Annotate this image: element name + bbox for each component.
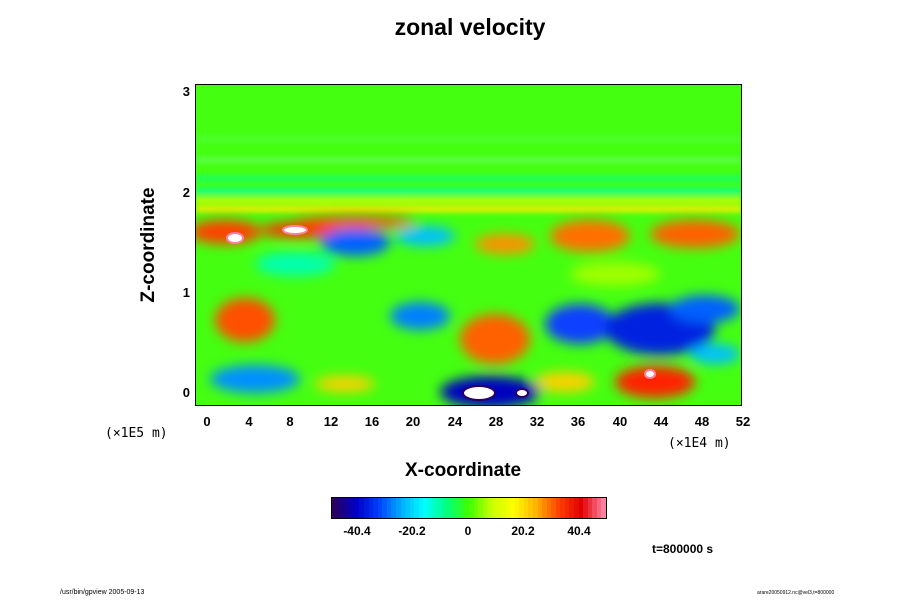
- colorbar-tick-label: 0: [464, 524, 472, 538]
- y-scale-note: (×1E5 m): [105, 426, 168, 441]
- y-tick-label: 3: [182, 84, 190, 99]
- upper-bands: [195, 136, 742, 212]
- colorbar-tick-label: -20.2: [398, 524, 426, 538]
- x-tick-label: 48: [694, 414, 710, 429]
- colorbar-cell: [601, 498, 606, 518]
- field-background: [195, 84, 742, 406]
- colorbar: [331, 497, 607, 519]
- y-tick-label: 2: [182, 185, 190, 200]
- x-tick-label: 40: [612, 414, 628, 429]
- x-tick-label: 32: [529, 414, 545, 429]
- footer-source: arare20050912.nc@vel3,t=800000: [757, 590, 835, 596]
- x-tick-label: 12: [323, 414, 339, 429]
- y-tick-label: 0: [182, 385, 190, 400]
- x-tick-label: 28: [488, 414, 504, 429]
- x-tick-label: 36: [570, 414, 586, 429]
- x-tick-label: 44: [653, 414, 669, 429]
- x-tick-label: 8: [286, 414, 294, 429]
- x-tick-label: 0: [203, 414, 211, 429]
- x-tick-label: 4: [245, 414, 253, 429]
- lower-field-blobs: [195, 216, 740, 406]
- x-tick-label: 16: [364, 414, 380, 429]
- x-tick-label: 52: [735, 414, 751, 429]
- x-scale-note: (×1E4 m): [668, 436, 731, 451]
- y-axis-label: Z-coordinate: [138, 187, 159, 303]
- x-axis-label: X-coordinate: [405, 460, 522, 481]
- x-tick-label: 20: [405, 414, 421, 429]
- chart-title: zonal velocity: [394, 14, 546, 40]
- colorbar-tick-label: 40.4: [567, 524, 591, 538]
- time-annotation: t=800000 s: [652, 542, 714, 556]
- y-tick-label: 1: [182, 285, 190, 300]
- extreme-cores: [226, 225, 656, 401]
- velocity-field: [195, 84, 742, 406]
- colorbar-tick-label: -40.4: [343, 524, 371, 538]
- x-tick-label: 24: [447, 414, 463, 429]
- footer-command: /usr/bin/gpview 2005-09-13: [60, 589, 145, 596]
- colorbar-tick-label: 20.2: [511, 524, 535, 538]
